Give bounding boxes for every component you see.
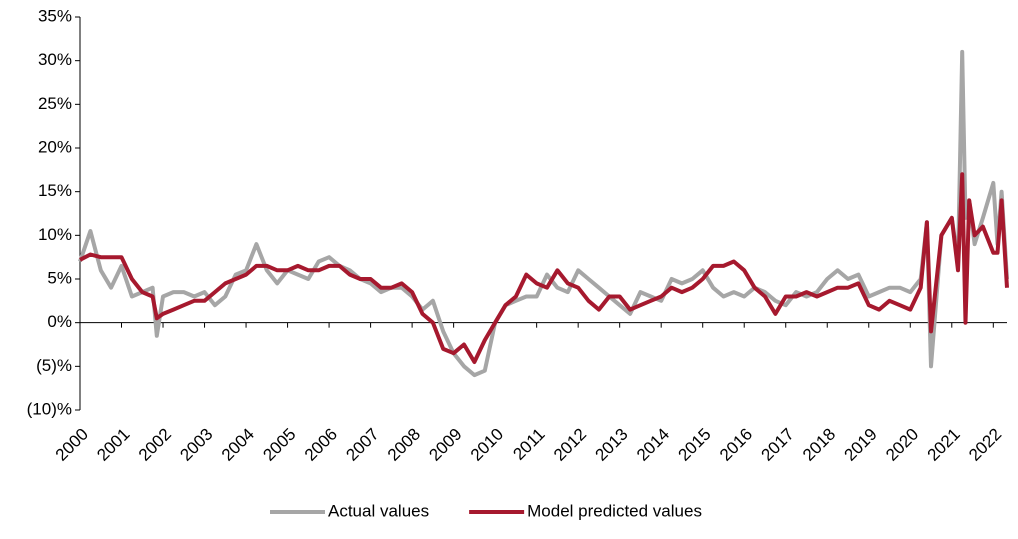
x-tick-label: 2014 — [633, 425, 673, 465]
y-tick-label: 10% — [38, 225, 72, 244]
x-tick-label: 2011 — [509, 425, 548, 464]
x-tick-label: 2002 — [135, 425, 175, 465]
x-tick-label: 2012 — [550, 425, 590, 465]
x-tick-label: 2004 — [218, 425, 258, 465]
y-tick-label: 35% — [38, 6, 72, 25]
x-tick-label: 2009 — [425, 425, 465, 465]
x-tick-label: 2006 — [301, 425, 341, 465]
x-tick-label: 2020 — [882, 425, 922, 465]
y-tick-label: 5% — [47, 268, 72, 287]
x-tick-label: 2001 — [93, 425, 133, 465]
x-tick-label: 2016 — [716, 425, 756, 465]
x-tick-label: 2022 — [965, 425, 1005, 465]
x-tick-label: 2010 — [467, 425, 507, 465]
x-tick-label: 2007 — [342, 425, 382, 465]
x-tick-label: 2008 — [384, 425, 424, 465]
series-line — [78, 49, 1009, 378]
y-tick-label: (10)% — [27, 399, 72, 418]
y-tick-label: (5)% — [36, 356, 72, 375]
x-tick-label: 2017 — [758, 425, 798, 465]
legend-label: Model predicted values — [527, 501, 702, 520]
x-tick-label: 2015 — [675, 425, 715, 465]
x-tick-label: 2005 — [259, 425, 299, 465]
x-tick-label: 2018 — [799, 425, 839, 465]
y-tick-label: 20% — [38, 137, 72, 156]
y-tick-label: 25% — [38, 94, 72, 113]
x-tick-label: 2003 — [176, 425, 216, 465]
x-tick-label: 2021 — [924, 425, 964, 465]
legend: Actual values Model predicted values — [270, 501, 702, 520]
y-tick-label: 15% — [38, 181, 72, 200]
x-tick-label: 2019 — [841, 425, 881, 465]
y-tick-label: 30% — [38, 50, 72, 69]
x-tick-label: 2000 — [52, 425, 92, 465]
x-tick-label: 2013 — [591, 425, 631, 465]
legend-label: Actual values — [328, 501, 429, 520]
series-line — [79, 172, 1009, 364]
y-tick-label: 0% — [47, 312, 72, 331]
